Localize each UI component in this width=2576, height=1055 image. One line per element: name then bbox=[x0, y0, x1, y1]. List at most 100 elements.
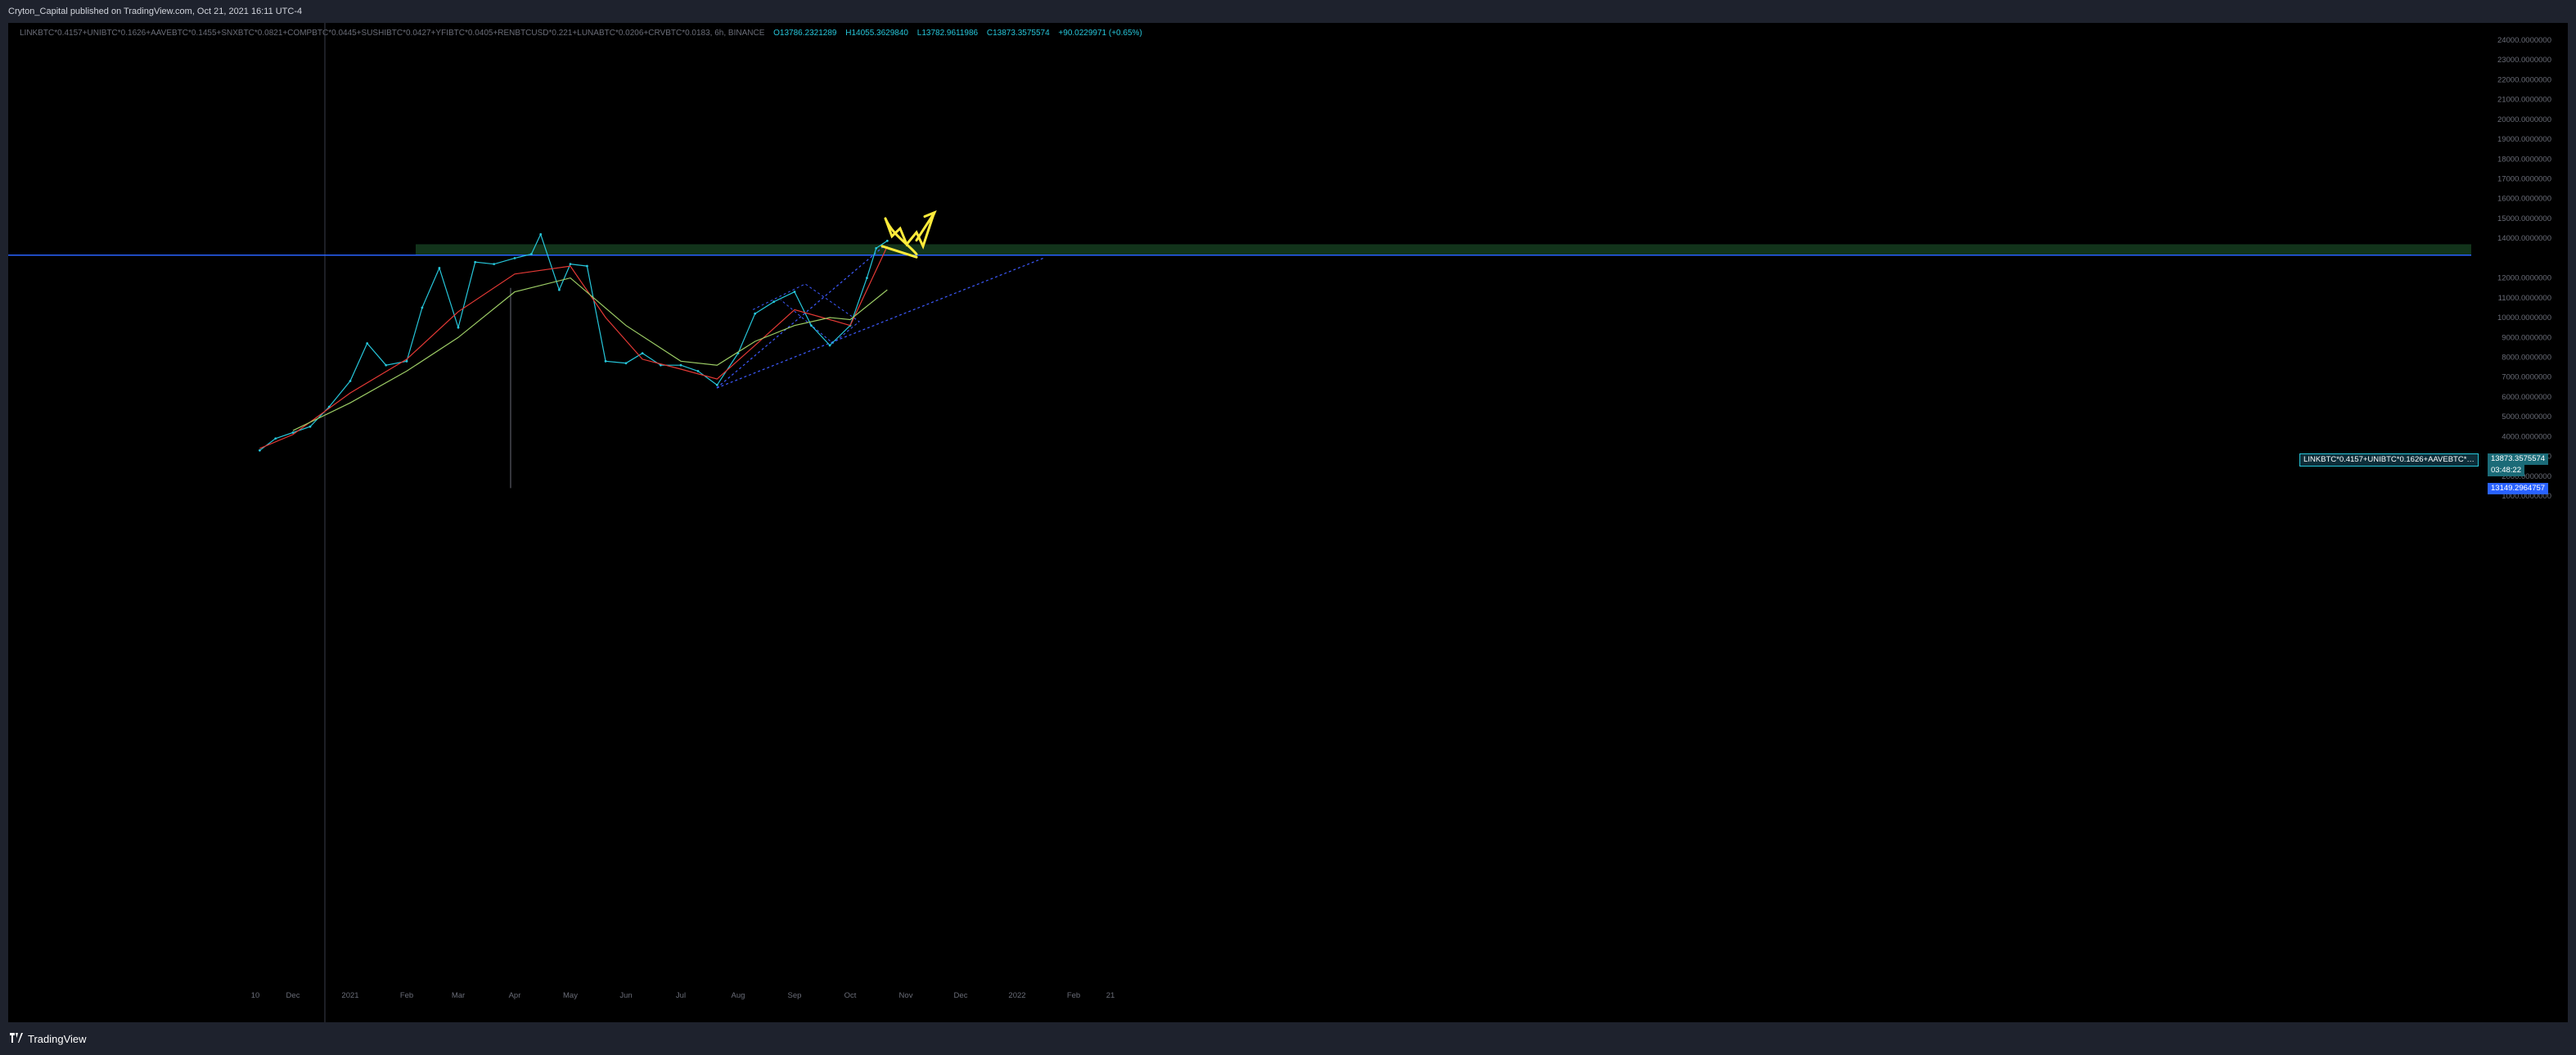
price-point bbox=[754, 312, 757, 315]
time-axis-label: Dec bbox=[954, 991, 968, 1000]
price-point bbox=[793, 291, 796, 293]
price-point bbox=[772, 300, 776, 304]
price-point bbox=[558, 288, 561, 291]
price-axis-label: 6000.0000000 bbox=[2502, 393, 2551, 402]
price-point bbox=[405, 359, 408, 363]
price-point bbox=[308, 425, 312, 428]
chart-panel[interactable]: LINKBTC*0.4157+UNIBTC*0.1626+AAVEBTC*0.1… bbox=[8, 23, 2568, 1022]
price-axis-label: 9000.0000000 bbox=[2502, 333, 2551, 342]
countdown-tag: 03:48:22 bbox=[2488, 465, 2524, 476]
price-point bbox=[660, 363, 662, 367]
drawn-arrow bbox=[915, 210, 937, 242]
price-point bbox=[624, 362, 628, 365]
price-point bbox=[866, 277, 868, 280]
time-axis-label: Feb bbox=[1067, 991, 1080, 1000]
time-axis-label: Jun bbox=[619, 991, 632, 1000]
brand-label: TradingView bbox=[28, 1032, 87, 1045]
tradingview-logo-icon bbox=[10, 1032, 23, 1045]
price-axis-label: 2000.0000000 bbox=[2502, 472, 2551, 481]
time-axis-label: 10 bbox=[251, 991, 260, 1000]
price-axis-label: 19000.0000000 bbox=[2497, 135, 2551, 144]
price-point bbox=[291, 431, 295, 434]
price-point bbox=[875, 246, 878, 250]
price-point bbox=[569, 263, 572, 266]
price-axis-label: 12000.0000000 bbox=[2497, 274, 2551, 283]
price-point bbox=[641, 352, 644, 355]
price-axis-label: 14000.0000000 bbox=[2497, 234, 2551, 243]
price-axis-label: 15000.0000000 bbox=[2497, 214, 2551, 223]
channel-upper-line bbox=[716, 246, 885, 389]
ma-slow-line bbox=[292, 277, 888, 431]
price-point bbox=[885, 239, 889, 242]
price-chart[interactable]: 24000.0000000 23000.0000000 22000.0000000 2… bbox=[8, 23, 2568, 1022]
countdown-text: 03:48:22 bbox=[2491, 466, 2521, 475]
footer-bar: TradingView bbox=[0, 1022, 2576, 1055]
time-axis-label: Sep bbox=[788, 991, 802, 1000]
symbol-tag-text: LINKBTC*0.4157+UNIBTC*0.1626+AAVEBTC*… bbox=[2304, 455, 2475, 464]
price-axis-label: 8000.0000000 bbox=[2502, 353, 2551, 362]
price-point bbox=[604, 359, 607, 363]
time-axis-label: 21 bbox=[1106, 991, 1115, 1000]
price-point bbox=[586, 264, 588, 268]
price-axis-label: 17000.0000000 bbox=[2497, 175, 2551, 184]
price-axis-label: 10000.0000000 bbox=[2497, 313, 2551, 322]
price-axis-label: 16000.0000000 bbox=[2497, 195, 2551, 204]
price-point bbox=[385, 363, 388, 367]
channel-lower-line bbox=[716, 257, 1044, 389]
tradingview-brand[interactable]: TradingView bbox=[0, 1032, 87, 1045]
time-axis-label: Apr bbox=[509, 991, 521, 1000]
last-price-tag: 13873.3575574 bbox=[2488, 453, 2549, 465]
legend-high: H14055.3629840 bbox=[845, 29, 908, 38]
legend-close: C13873.3575574 bbox=[986, 29, 1050, 38]
price-point bbox=[513, 256, 516, 259]
price-point bbox=[828, 344, 831, 347]
price-point bbox=[457, 326, 460, 329]
price-point bbox=[474, 260, 477, 264]
price-line bbox=[259, 232, 888, 451]
time-axis-label: Dec bbox=[286, 991, 300, 1000]
price-point bbox=[349, 380, 352, 382]
time-axis-label: Aug bbox=[732, 991, 745, 1000]
last-price-text: 13873.3575574 bbox=[2491, 454, 2546, 463]
price-axis-label: 11000.0000000 bbox=[2498, 294, 2551, 303]
time-axis-label: 2021 bbox=[341, 991, 358, 1000]
price-point bbox=[530, 253, 533, 255]
drawn-bull-flag bbox=[880, 215, 934, 259]
time-axis-label: Oct bbox=[844, 991, 857, 1000]
legend-open: O13786.2321289 bbox=[773, 29, 837, 38]
legend-symbol[interactable]: LINKBTC*0.4157+UNIBTC*0.1626+AAVEBTC*0.1… bbox=[20, 29, 765, 38]
legend-low: L13782.9611986 bbox=[916, 29, 979, 38]
time-axis-label: Feb bbox=[400, 991, 413, 1000]
price-point bbox=[274, 437, 277, 440]
price-axis-label: 21000.0000000 bbox=[2497, 96, 2551, 105]
price-axis-label: 24000.0000000 bbox=[2497, 36, 2551, 45]
price-point bbox=[493, 263, 496, 266]
publisher-bar: Cryton_Capital published on TradingView.… bbox=[0, 0, 2576, 23]
time-axis-label: Nov bbox=[899, 991, 913, 1000]
horizontal-line-price-tag: 13149.2964757 bbox=[2488, 483, 2549, 494]
price-axis-label: 1000.0000000 bbox=[2502, 492, 2551, 501]
price-point bbox=[438, 267, 441, 269]
price-point bbox=[679, 363, 682, 367]
price-point bbox=[366, 342, 369, 345]
legend-change: +90.0229971 (+0.65%) bbox=[1058, 29, 1142, 38]
price-point bbox=[810, 324, 813, 327]
time-axis-label: 2022 bbox=[1008, 991, 1025, 1000]
price-axis-label: 18000.0000000 bbox=[2497, 155, 2551, 164]
resistance-zone bbox=[416, 244, 2471, 255]
price-axis-label: 5000.0000000 bbox=[2502, 413, 2551, 422]
flag-pattern bbox=[752, 283, 860, 345]
price-point bbox=[696, 370, 700, 372]
horizontal-line-price-text: 13149.2964757 bbox=[2491, 484, 2546, 493]
price-axis-label: 22000.0000000 bbox=[2497, 75, 2551, 84]
time-axis-label: Jul bbox=[676, 991, 686, 1000]
symbol-price-tag: LINKBTC*0.4157+UNIBTC*0.1626+AAVEBTC*… bbox=[2299, 453, 2479, 467]
time-axis-label: May bbox=[563, 991, 578, 1000]
price-axis-label: 7000.0000000 bbox=[2502, 373, 2551, 382]
price-axis-label: 4000.0000000 bbox=[2502, 432, 2551, 441]
price-point bbox=[539, 232, 543, 236]
price-axis-label: 23000.0000000 bbox=[2497, 56, 2551, 65]
price-axis-label: 20000.0000000 bbox=[2497, 115, 2551, 124]
publisher-line: Cryton_Capital published on TradingView.… bbox=[8, 7, 303, 16]
price-point bbox=[259, 449, 261, 452]
